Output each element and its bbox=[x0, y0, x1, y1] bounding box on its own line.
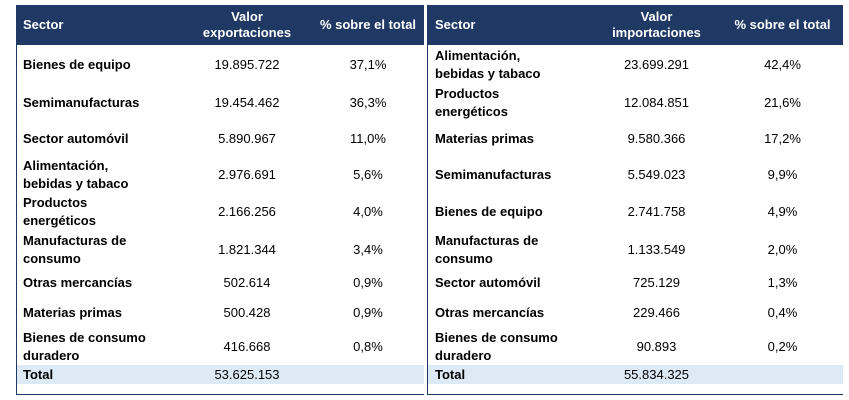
imports-pct: 21,6% bbox=[764, 95, 801, 110]
imports-sector: Materias primas bbox=[435, 130, 534, 146]
exports-sector: Materias primas bbox=[23, 304, 122, 320]
exports-row: Productos energéticos 2.166.256 4,0% bbox=[16, 193, 424, 230]
imports-value: 725.129 bbox=[633, 275, 680, 290]
imports-table-container: Sector Valor importaciones % sobre el to… bbox=[427, 5, 843, 395]
imports-row: Bienes de equipo 2.741.758 4,9% bbox=[428, 193, 843, 230]
exports-header-row: Sector Valor exportaciones % sobre el to… bbox=[16, 5, 424, 45]
imports-row: Productos energéticos 12.084.851 21,6% bbox=[428, 85, 843, 121]
exports-total-label: Total bbox=[16, 365, 182, 384]
imports-header-row: Sector Valor importaciones % sobre el to… bbox=[428, 5, 843, 45]
exports-sector: Manufacturas de consumo bbox=[23, 232, 127, 266]
bottom-border bbox=[16, 394, 424, 395]
imports-value: 2.741.758 bbox=[627, 203, 686, 219]
exports-value: 19.454.462 bbox=[214, 95, 280, 110]
imports-value: 23.699.291 bbox=[623, 57, 690, 72]
exports-value: 500.428 bbox=[223, 304, 271, 320]
imports-value: 5.549.023 bbox=[627, 166, 686, 182]
exports-value: 5.890.967 bbox=[218, 130, 276, 146]
imports-header-sector: Sector bbox=[428, 5, 591, 45]
left-border bbox=[16, 5, 17, 395]
exports-sector: Productos energéticos bbox=[23, 194, 96, 228]
bottom-border bbox=[428, 394, 843, 395]
imports-sector: Bienes de consumo duradero bbox=[435, 329, 558, 363]
imports-sector: Otras mercancías bbox=[435, 304, 545, 320]
exports-row: Manufacturas de consumo 1.821.344 3,4% bbox=[16, 230, 424, 269]
exports-header-sector: Sector bbox=[16, 5, 182, 45]
exports-pct: 11,0% bbox=[350, 130, 386, 146]
exports-value: 19.895.722 bbox=[214, 57, 280, 72]
exports-pct: 0,9% bbox=[353, 275, 383, 290]
imports-row: Materias primas 9.580.366 17,2% bbox=[428, 121, 843, 156]
exports-value: 2.166.256 bbox=[218, 203, 276, 219]
exports-sector: Alimentación, bebidas y tabaco bbox=[23, 157, 129, 191]
imports-sector: Bienes de equipo bbox=[435, 203, 543, 219]
exports-pct: 0,8% bbox=[353, 338, 383, 354]
exports-row: Bienes de equipo 19.895.722 37,1% bbox=[16, 45, 424, 85]
trade-tables: Sector Valor exportaciones % sobre el to… bbox=[16, 5, 843, 395]
exports-pct: 4,0% bbox=[353, 203, 383, 219]
imports-row: Semimanufacturas 5.549.023 9,9% bbox=[428, 156, 843, 193]
imports-pct: 4,9% bbox=[767, 203, 798, 219]
imports-sector: Semimanufacturas bbox=[435, 166, 552, 182]
imports-total-label: Total bbox=[428, 365, 591, 384]
exports-pct: 0,9% bbox=[353, 304, 383, 320]
imports-value: 9.580.366 bbox=[627, 130, 686, 146]
imports-pct: 1,3% bbox=[767, 275, 798, 290]
exports-value: 502.614 bbox=[223, 275, 271, 290]
exports-row: Semimanufacturas 19.454.462 36,3% bbox=[16, 85, 424, 121]
imports-pct: 42,4% bbox=[764, 57, 801, 72]
imports-value: 229.466 bbox=[633, 304, 680, 320]
exports-row: Sector automóvil 5.890.967 11,0% bbox=[16, 121, 424, 156]
exports-header-value: Valor exportaciones bbox=[182, 5, 312, 45]
exports-value: 2.976.691 bbox=[218, 166, 276, 182]
imports-total-value: 55.834.325 bbox=[591, 365, 722, 384]
imports-sector: Productos energéticos bbox=[435, 86, 508, 119]
exports-sector: Bienes de equipo bbox=[23, 57, 131, 72]
imports-row: Otras mercancías 229.466 0,4% bbox=[428, 297, 843, 328]
imports-header-value: Valor importaciones bbox=[591, 5, 722, 45]
exports-pct: 5,6% bbox=[353, 166, 383, 182]
exports-pct: 3,4% bbox=[353, 241, 383, 257]
exports-row: Bienes de consumo duradero 416.668 0,8% bbox=[16, 328, 424, 365]
exports-pct: 37,1% bbox=[349, 57, 387, 72]
imports-row: Bienes de consumo duradero 90.893 0,2% bbox=[428, 328, 843, 365]
exports-total-pct bbox=[312, 365, 424, 384]
imports-total-pct bbox=[722, 365, 843, 384]
exports-total-value: 53.625.153 bbox=[182, 365, 312, 384]
exports-sector: Semimanufacturas bbox=[23, 95, 140, 110]
imports-header-pct: % sobre el total bbox=[722, 5, 843, 45]
exports-value: 1.821.344 bbox=[218, 241, 276, 257]
imports-pct: 9,9% bbox=[767, 166, 798, 182]
imports-row: Sector automóvil 725.129 1,3% bbox=[428, 269, 843, 297]
imports-value: 1.133.549 bbox=[627, 241, 686, 257]
exports-pct: 36,3% bbox=[349, 95, 387, 110]
exports-header-pct: % sobre el total bbox=[312, 5, 424, 45]
imports-row: Alimentación, bebidas y tabaco 23.699.291… bbox=[428, 45, 843, 85]
imports-sector: Alimentación, bebidas y tabaco bbox=[435, 48, 541, 81]
imports-sector: Manufacturas de consumo bbox=[435, 232, 539, 266]
imports-pct: 0,2% bbox=[767, 338, 798, 354]
exports-total-row: Total 53.625.153 bbox=[16, 365, 424, 384]
imports-pct: 0,4% bbox=[767, 304, 798, 320]
exports-value: 416.668 bbox=[223, 338, 271, 354]
imports-pct: 2,0% bbox=[767, 241, 798, 257]
imports-value: 12.084.851 bbox=[623, 95, 690, 110]
exports-sector: Otras mercancías bbox=[23, 275, 133, 290]
exports-sector: Sector automóvil bbox=[23, 130, 129, 146]
exports-row: Alimentación, bebidas y tabaco 2.976.691 5… bbox=[16, 156, 424, 193]
imports-pct: 17,2% bbox=[764, 130, 801, 146]
imports-sector: Sector automóvil bbox=[435, 275, 541, 290]
exports-sector: Bienes de consumo duradero bbox=[23, 329, 146, 363]
imports-row: Manufacturas de consumo 1.133.549 2,0% bbox=[428, 230, 843, 269]
exports-row: Otras mercancías 502.614 0,9% bbox=[16, 269, 424, 297]
exports-row: Materias primas 500.428 0,9% bbox=[16, 297, 424, 328]
imports-total-row: Total 55.834.325 bbox=[428, 365, 843, 384]
exports-table: Sector Valor exportaciones % sobre el to… bbox=[16, 5, 424, 384]
imports-value: 90.893 bbox=[636, 338, 677, 354]
imports-table: Sector Valor importaciones % sobre el to… bbox=[428, 5, 843, 384]
exports-table-container: Sector Valor exportaciones % sobre el to… bbox=[16, 5, 424, 395]
